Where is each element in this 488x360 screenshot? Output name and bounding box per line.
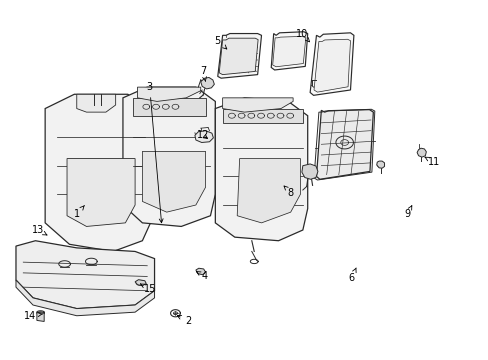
Polygon shape [132, 98, 205, 116]
Text: 5: 5 [214, 36, 226, 49]
Text: 12: 12 [197, 130, 209, 140]
Text: 6: 6 [347, 268, 355, 283]
Polygon shape [135, 280, 146, 286]
Polygon shape [416, 148, 426, 157]
Polygon shape [195, 131, 213, 143]
Text: 13: 13 [32, 225, 47, 235]
Polygon shape [16, 241, 154, 309]
Text: 7: 7 [200, 66, 206, 82]
Polygon shape [309, 33, 353, 95]
Polygon shape [313, 39, 350, 92]
Text: 3: 3 [146, 82, 163, 223]
Polygon shape [137, 87, 201, 102]
Polygon shape [222, 109, 302, 123]
Polygon shape [237, 158, 300, 223]
Text: 2: 2 [177, 316, 191, 326]
Polygon shape [16, 280, 154, 316]
Text: 10: 10 [295, 28, 309, 42]
Polygon shape [219, 38, 258, 75]
Polygon shape [196, 268, 205, 275]
Text: 15: 15 [140, 284, 156, 294]
Text: 9: 9 [404, 206, 411, 219]
Polygon shape [217, 33, 261, 78]
Polygon shape [316, 110, 372, 179]
Polygon shape [142, 152, 205, 212]
Polygon shape [77, 94, 116, 112]
Polygon shape [376, 161, 384, 168]
Polygon shape [271, 32, 307, 70]
Text: 8: 8 [284, 186, 293, 198]
Polygon shape [122, 87, 215, 226]
Text: 14: 14 [24, 311, 42, 321]
Polygon shape [37, 312, 44, 321]
Polygon shape [215, 98, 307, 241]
Text: 11: 11 [424, 157, 439, 167]
Polygon shape [272, 36, 305, 67]
Polygon shape [301, 164, 317, 179]
Polygon shape [201, 77, 214, 89]
Text: 4: 4 [196, 271, 207, 282]
Text: 1: 1 [74, 206, 84, 219]
Polygon shape [222, 98, 292, 112]
Polygon shape [67, 158, 135, 226]
Polygon shape [45, 94, 152, 251]
